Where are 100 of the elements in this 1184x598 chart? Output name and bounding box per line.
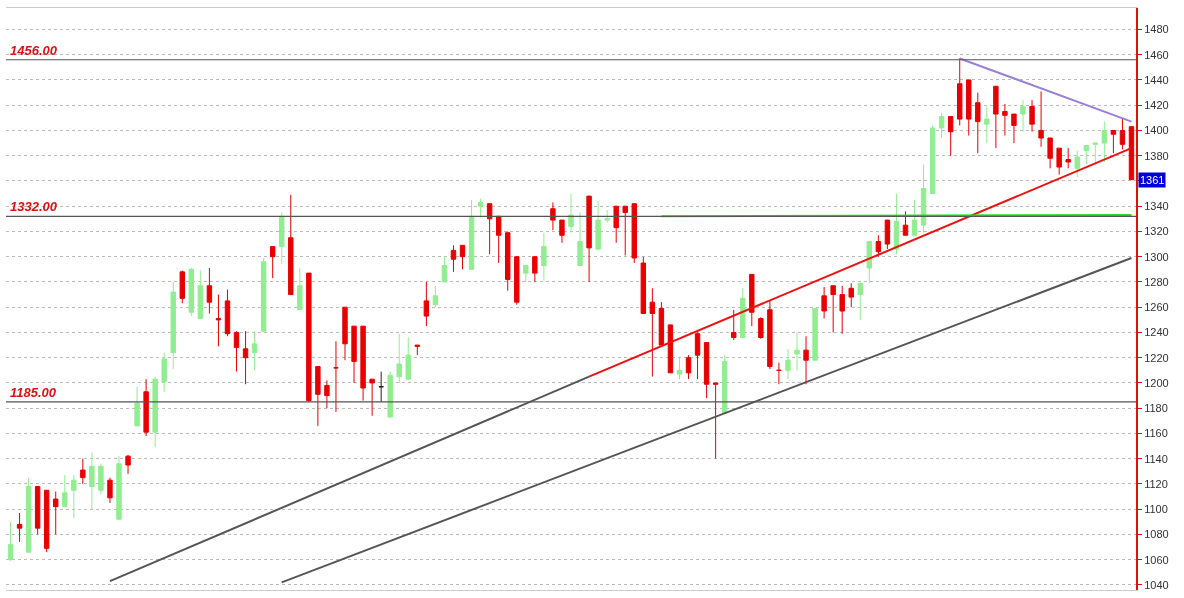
candlestick — [459, 244, 466, 270]
candlestick — [170, 281, 176, 370]
y-tick-label: 1300 — [1144, 250, 1169, 263]
candlestick — [414, 344, 421, 356]
candlestick — [143, 378, 149, 437]
y-tick-label: 1440 — [1144, 73, 1169, 86]
candlestick — [80, 458, 86, 485]
candlestick — [1038, 90, 1044, 148]
candlestick — [721, 354, 728, 414]
candlestick — [324, 379, 330, 409]
candlestick — [62, 474, 68, 508]
candlestick — [53, 491, 59, 535]
y-tick-label: 1340 — [1144, 200, 1169, 213]
candlestick — [984, 105, 990, 144]
candlestick — [957, 58, 963, 126]
candlestick — [993, 85, 999, 149]
candlestick — [1011, 113, 1017, 144]
candlestick — [839, 285, 845, 335]
candlestick — [423, 281, 430, 327]
candlestick — [43, 489, 50, 553]
candlestick — [179, 270, 185, 304]
candlestick — [523, 265, 529, 283]
candlestick — [251, 330, 258, 371]
candlestick — [884, 219, 891, 250]
candlestick — [505, 230, 511, 292]
candlestick — [848, 282, 854, 308]
candlestick — [929, 124, 936, 195]
candlestick — [1047, 137, 1053, 169]
candlestick — [116, 455, 122, 520]
y-tick-label: 1320 — [1144, 225, 1169, 238]
candlestick — [369, 378, 375, 417]
y-tick-label: 1080 — [1144, 528, 1169, 541]
candlestick — [34, 485, 41, 535]
candlestick — [595, 200, 601, 250]
candlestick — [306, 272, 312, 403]
candlestick — [396, 333, 402, 384]
candlestick — [749, 273, 755, 327]
candlestick — [703, 342, 710, 399]
candlestick — [785, 348, 791, 380]
y-tick-label: 1380 — [1144, 149, 1169, 162]
candlestick — [260, 257, 267, 332]
candlestick — [658, 301, 665, 346]
candlestick — [812, 307, 818, 361]
candlestick — [152, 376, 158, 448]
y-tick-label: 1180 — [1144, 402, 1168, 415]
candlestick — [631, 203, 637, 264]
candlestick — [577, 212, 583, 267]
candlestick — [947, 116, 954, 157]
y-tick-label: 1160 — [1144, 427, 1168, 440]
candlestick — [197, 270, 204, 320]
candlestick — [830, 285, 836, 333]
ref-line-label: 1456.00 — [10, 43, 58, 58]
candlestick — [495, 215, 502, 264]
candlestick — [532, 256, 538, 283]
candlestick — [604, 209, 610, 224]
candlestick — [7, 521, 14, 562]
candlestick — [586, 195, 592, 283]
candlestick — [71, 474, 77, 519]
candlestick — [468, 199, 475, 270]
candlestick — [1074, 150, 1080, 178]
candlestick — [1056, 147, 1062, 176]
candlestick — [441, 256, 448, 283]
candlestick — [794, 331, 800, 371]
candlestick — [920, 164, 927, 234]
candlestick — [676, 357, 683, 380]
candlestick — [125, 454, 131, 475]
candlestick — [1020, 99, 1026, 133]
y-tick-label: 1460 — [1144, 48, 1169, 61]
candlestick — [893, 193, 900, 255]
candlestick — [279, 212, 285, 265]
candlestick — [1002, 103, 1008, 137]
candlestick — [1083, 145, 1089, 166]
candlestick — [1092, 142, 1099, 166]
candlestick — [649, 287, 656, 378]
candlestick — [351, 325, 357, 384]
candlestick — [432, 285, 439, 308]
candlestick — [550, 201, 556, 231]
candlestick — [559, 219, 565, 244]
candlestick — [134, 386, 140, 427]
candlestick — [1128, 126, 1135, 181]
y-tick-label: 1280 — [1144, 275, 1169, 288]
candlestick — [857, 282, 863, 321]
y-tick-label: 1260 — [1144, 301, 1169, 314]
candlestick — [1119, 117, 1126, 150]
candlestick — [975, 92, 981, 154]
y-tick-label: 1400 — [1144, 124, 1169, 137]
candlestick — [821, 286, 827, 320]
candlestick — [486, 203, 493, 255]
candlestick — [288, 194, 294, 296]
y-tick-label: 1120 — [1144, 477, 1168, 490]
candlestick — [803, 335, 809, 385]
candlestick — [613, 205, 619, 244]
y-tick-label: 1100 — [1144, 503, 1168, 516]
y-tick-label: 1420 — [1144, 99, 1169, 112]
candlestick — [1101, 121, 1108, 163]
candlestick — [378, 371, 384, 403]
candlestick — [89, 451, 95, 510]
candlestick — [1029, 99, 1035, 133]
candlestick — [938, 112, 945, 139]
candlestick — [224, 289, 231, 337]
